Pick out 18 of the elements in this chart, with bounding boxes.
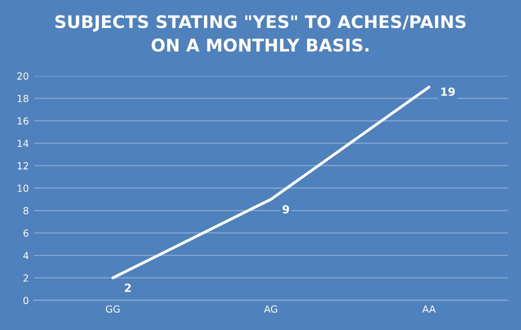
y-tick-label: 2	[24, 274, 28, 282]
y-tick-label: 10	[18, 184, 28, 192]
data-label: 9	[282, 205, 290, 214]
y-tick-label: 16	[18, 117, 28, 125]
y-tick-label: 12	[18, 162, 28, 170]
y-tick-label: 20	[17, 72, 28, 80]
y-tick-label: 6	[23, 229, 28, 237]
chart-title: SUBJECTS STATING "YES" TO ACHES/PAINS ON A MONTHLY BASIS.	[55, 15, 466, 52]
x-tick-label: GG	[106, 305, 120, 313]
y-tick-label: 8	[23, 207, 28, 214]
y-tick-label: 18	[18, 94, 28, 102]
data-label: 2	[124, 284, 131, 292]
x-tick-label: AG	[264, 305, 278, 313]
y-tick-label: 4	[23, 252, 28, 260]
x-tick-label: AA	[422, 305, 436, 313]
y-tick-label: 14	[18, 140, 28, 147]
data-label: 19	[441, 88, 455, 96]
y-tick-label: 0	[23, 296, 28, 304]
